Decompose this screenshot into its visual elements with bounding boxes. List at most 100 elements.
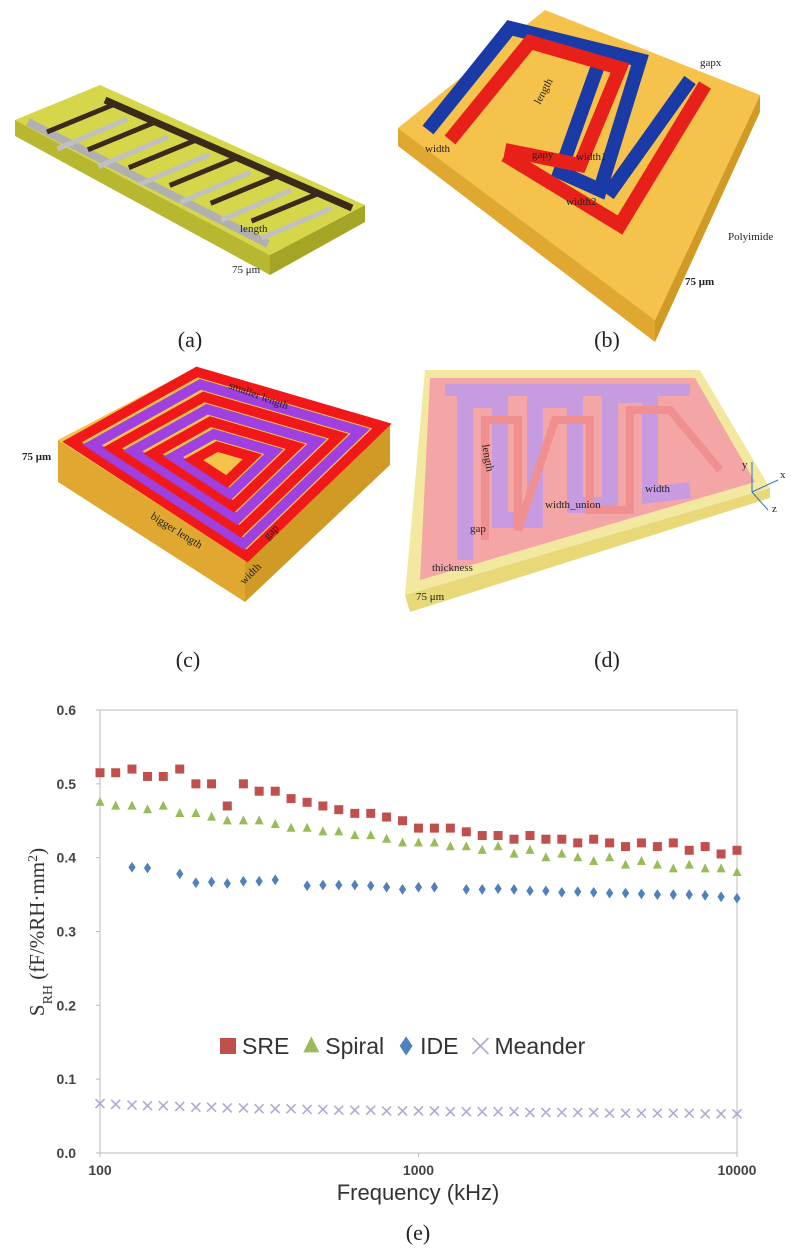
marker (462, 1107, 471, 1116)
marker (191, 779, 200, 788)
marker (223, 801, 232, 810)
label: gapy (532, 149, 554, 161)
y-tick-label: 0.1 (57, 1071, 77, 1087)
marker (191, 808, 200, 817)
marker (541, 1108, 550, 1117)
marker (605, 838, 614, 847)
label: gapx (700, 57, 722, 69)
marker (589, 1108, 598, 1117)
caption: (a) (178, 327, 202, 352)
marker (479, 884, 486, 895)
legend-label: Meander (494, 1033, 585, 1059)
marker (191, 1103, 200, 1112)
marker (557, 849, 566, 858)
marker (207, 779, 216, 788)
marker (159, 772, 168, 781)
marker (589, 835, 598, 844)
marker (430, 1106, 439, 1115)
marker (653, 860, 662, 869)
marker (239, 779, 248, 788)
marker (334, 805, 343, 814)
label: x (780, 469, 786, 481)
marker (350, 1106, 359, 1115)
label: y (742, 459, 748, 471)
marker (318, 1105, 327, 1114)
marker (669, 863, 678, 872)
marker (494, 831, 503, 840)
marker (701, 1109, 710, 1118)
marker (733, 893, 740, 904)
label: 75 μm (685, 276, 714, 288)
marker (143, 804, 152, 813)
marker (111, 768, 120, 777)
marker (653, 1109, 662, 1118)
marker (478, 831, 487, 840)
marker (143, 772, 152, 781)
marker (207, 1103, 216, 1112)
marker (589, 856, 598, 865)
marker (303, 823, 312, 832)
marker (701, 842, 710, 851)
label: width (425, 143, 451, 155)
marker (239, 1103, 248, 1112)
marker (510, 884, 517, 895)
marker (271, 787, 280, 796)
marker (510, 849, 519, 858)
label: thickness (432, 562, 473, 574)
marker (541, 852, 550, 861)
marker (208, 877, 215, 888)
marker (127, 801, 136, 810)
label: width2 (566, 196, 597, 208)
marker (686, 889, 693, 900)
marker (685, 1109, 694, 1118)
marker (127, 1101, 136, 1110)
label: Polyimide (728, 231, 773, 243)
y-axis-label: SRH (fF/%RH·mm2) (25, 848, 56, 1016)
marker (287, 823, 296, 832)
marker (622, 888, 629, 899)
marker (175, 1102, 184, 1111)
marker (574, 886, 581, 897)
marker (605, 852, 614, 861)
marker (399, 884, 406, 895)
marker (318, 801, 327, 810)
x-tick-label: 10000 (718, 1162, 757, 1178)
marker (127, 765, 136, 774)
marker (526, 885, 533, 896)
marker (304, 880, 311, 891)
marker (637, 856, 646, 865)
y-tick-label: 0.5 (57, 776, 77, 792)
marker (478, 1107, 487, 1116)
marker (366, 1106, 375, 1115)
marker (414, 838, 423, 847)
marker (414, 1106, 423, 1115)
legend-label: IDE (420, 1033, 458, 1059)
caption: (c) (176, 647, 200, 672)
marker (415, 882, 422, 893)
caption: (e) (406, 1220, 430, 1245)
marker (366, 809, 375, 818)
marker (240, 876, 247, 887)
panel-d: length width_union width gap thickness 7… (405, 370, 786, 672)
legend-marker (303, 1036, 319, 1052)
marker (334, 826, 343, 835)
marker (733, 846, 742, 855)
marker (367, 880, 374, 891)
marker (430, 838, 439, 847)
marker (382, 1106, 391, 1115)
marker (318, 826, 327, 835)
marker (446, 1107, 455, 1116)
marker (414, 824, 423, 833)
marker (430, 824, 439, 833)
marker (256, 876, 263, 887)
marker (383, 882, 390, 893)
marker (319, 880, 326, 891)
marker (335, 880, 342, 891)
marker (271, 1104, 280, 1113)
marker (669, 838, 678, 847)
marker (558, 887, 565, 898)
legend-marker (400, 1036, 413, 1055)
marker (351, 880, 358, 891)
marker (192, 877, 199, 888)
marker (495, 883, 502, 894)
